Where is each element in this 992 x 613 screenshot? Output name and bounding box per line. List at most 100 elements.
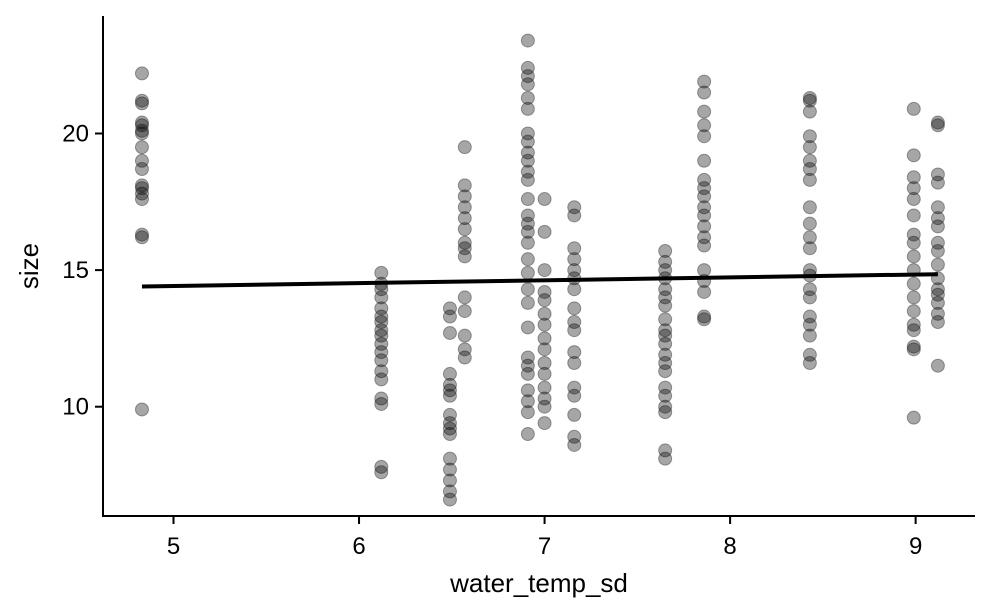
data-point (520, 192, 535, 207)
data-point (520, 252, 535, 267)
data-point (457, 211, 472, 226)
data-point (697, 219, 712, 234)
data-point (134, 96, 149, 111)
data-point (374, 345, 389, 360)
data-point (697, 312, 712, 327)
data-point (520, 69, 535, 84)
data-point (520, 394, 535, 409)
data-point (658, 451, 673, 466)
data-point (537, 416, 552, 431)
data-point (520, 208, 535, 223)
data-point (537, 263, 552, 278)
data-point (930, 200, 945, 215)
data-point (537, 284, 552, 299)
y-axis-title: size (14, 243, 44, 289)
data-point (134, 126, 149, 141)
data-point (802, 216, 817, 231)
data-point (802, 90, 817, 105)
data-point (520, 60, 535, 75)
data-point (567, 241, 582, 256)
x-tick-label: 5 (167, 533, 180, 560)
data-point (658, 328, 673, 343)
data-point (442, 421, 457, 436)
data-point (802, 282, 817, 297)
data-point (658, 336, 673, 351)
data-point (537, 342, 552, 357)
data-point (457, 222, 472, 237)
data-point (697, 230, 712, 245)
data-point (567, 200, 582, 215)
data-point (930, 235, 945, 250)
data-point (520, 153, 535, 168)
data-point (697, 104, 712, 119)
data-point (442, 473, 457, 488)
data-point (537, 317, 552, 332)
data-point (930, 175, 945, 190)
y-tick-label: 10 (62, 394, 89, 421)
data-point (457, 189, 472, 204)
data-point (697, 153, 712, 168)
data-point (457, 178, 472, 193)
data-point (567, 252, 582, 267)
data-point (537, 399, 552, 414)
data-point (520, 358, 535, 373)
data-point (520, 366, 535, 381)
data-point (906, 101, 921, 116)
data-point (374, 465, 389, 480)
data-point (374, 353, 389, 368)
data-point (374, 265, 389, 280)
data-point (802, 140, 817, 155)
data-point (134, 402, 149, 417)
data-point (537, 306, 552, 321)
data-point (906, 249, 921, 264)
data-point (697, 181, 712, 196)
data-point (658, 388, 673, 403)
data-point (374, 315, 389, 330)
data-point (537, 366, 552, 381)
data-point (802, 309, 817, 324)
data-point (802, 104, 817, 119)
data-point (906, 227, 921, 242)
data-point (697, 200, 712, 215)
data-point (906, 181, 921, 196)
x-tick-label: 7 (538, 533, 551, 560)
data-point (537, 380, 552, 395)
data-point (802, 290, 817, 305)
data-point (520, 224, 535, 239)
data-point (457, 342, 472, 357)
data-point (442, 366, 457, 381)
data-point (457, 328, 472, 343)
data-point (442, 301, 457, 316)
data-point (520, 77, 535, 92)
data-point (442, 325, 457, 340)
data-point (520, 90, 535, 105)
data-point (697, 118, 712, 133)
data-point (134, 178, 149, 193)
data-point (802, 347, 817, 362)
data-point (906, 323, 921, 338)
data-point (906, 317, 921, 332)
data-point (520, 126, 535, 141)
data-point (134, 186, 149, 201)
data-point (906, 410, 921, 425)
data-point (567, 355, 582, 370)
x-axis-title: water_temp_sd (449, 568, 628, 598)
data-point (457, 350, 472, 365)
data-point (134, 140, 149, 155)
data-point (374, 459, 389, 474)
data-point (930, 211, 945, 226)
data-point (658, 347, 673, 362)
data-point (442, 388, 457, 403)
data-point (374, 301, 389, 316)
data-point (457, 200, 472, 215)
data-point (658, 323, 673, 338)
data-point (658, 298, 673, 313)
data-point (802, 317, 817, 332)
data-point (134, 93, 149, 108)
data-point (520, 383, 535, 398)
data-point (802, 230, 817, 245)
data-point (567, 282, 582, 297)
data-point (457, 235, 472, 250)
data-point (697, 129, 712, 144)
